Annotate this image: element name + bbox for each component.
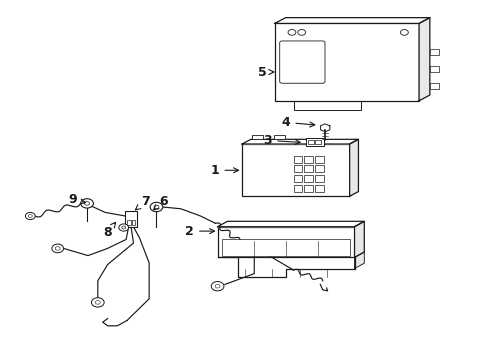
Circle shape: [119, 224, 128, 231]
Bar: [429, 83, 438, 89]
Bar: [131, 220, 135, 225]
Bar: [315, 175, 324, 182]
Circle shape: [150, 202, 163, 212]
Bar: [217, 227, 354, 257]
Circle shape: [91, 298, 104, 307]
Text: 6: 6: [153, 195, 168, 210]
Polygon shape: [320, 124, 329, 132]
Bar: [222, 239, 349, 256]
Bar: [242, 144, 349, 196]
Circle shape: [84, 202, 89, 205]
Text: 2: 2: [185, 225, 214, 238]
Circle shape: [287, 30, 295, 35]
Circle shape: [400, 30, 407, 35]
Circle shape: [211, 282, 224, 291]
Bar: [126, 220, 130, 225]
Circle shape: [297, 30, 305, 35]
Bar: [304, 156, 313, 163]
Bar: [125, 211, 137, 227]
Circle shape: [215, 284, 220, 288]
Circle shape: [81, 199, 93, 208]
Bar: [274, 23, 418, 101]
Polygon shape: [274, 18, 429, 23]
Text: 4: 4: [281, 116, 314, 129]
Text: 1: 1: [210, 164, 238, 177]
Bar: [315, 165, 324, 172]
Circle shape: [25, 212, 35, 220]
Bar: [293, 185, 302, 192]
Bar: [293, 156, 302, 163]
Polygon shape: [354, 221, 364, 257]
Bar: [293, 165, 302, 172]
FancyBboxPatch shape: [279, 41, 325, 83]
Polygon shape: [217, 221, 364, 227]
Bar: [429, 49, 438, 55]
Text: 5: 5: [258, 66, 273, 78]
Circle shape: [28, 215, 32, 217]
Bar: [273, 135, 284, 139]
Circle shape: [154, 205, 159, 209]
Bar: [315, 156, 324, 163]
Circle shape: [52, 244, 63, 253]
Bar: [305, 138, 324, 146]
Circle shape: [55, 247, 60, 250]
Bar: [293, 175, 302, 182]
Bar: [315, 185, 324, 192]
Bar: [304, 175, 313, 182]
Bar: [429, 66, 438, 72]
Bar: [304, 185, 313, 192]
Text: 8: 8: [103, 222, 115, 239]
Circle shape: [95, 301, 100, 304]
Text: 7: 7: [135, 195, 150, 210]
Polygon shape: [349, 139, 358, 196]
Polygon shape: [354, 252, 364, 269]
Bar: [307, 140, 313, 144]
Bar: [304, 165, 313, 172]
Circle shape: [122, 226, 125, 229]
Polygon shape: [242, 139, 358, 144]
Polygon shape: [418, 18, 429, 101]
Bar: [251, 135, 262, 139]
Bar: [315, 140, 321, 144]
Text: 9: 9: [68, 193, 85, 206]
Text: 3: 3: [263, 134, 300, 147]
